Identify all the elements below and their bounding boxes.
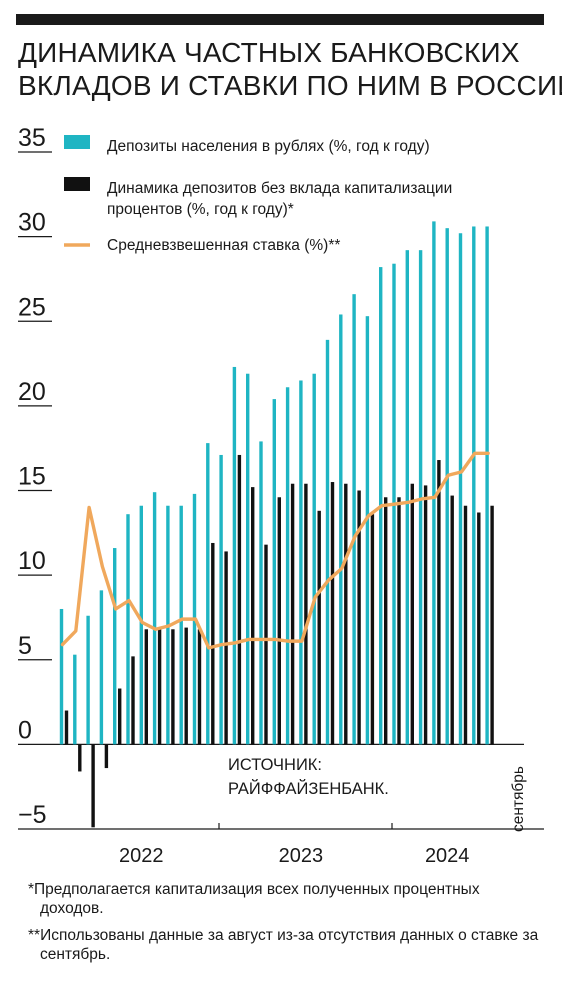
ex-cap-bar [197, 629, 202, 745]
deposit-bar [458, 233, 463, 745]
deposit-bar [285, 387, 290, 745]
footnote-2: **Использованы данные за август из-за от… [28, 927, 539, 963]
y-tick-label: −5 [18, 801, 47, 829]
deposit-bar [59, 608, 64, 745]
deposit-bar [152, 492, 157, 745]
last-month-label: сентябрь [510, 766, 527, 832]
deposit-bar [259, 441, 263, 745]
deposit-bar [485, 226, 489, 745]
ex-cap-bar [410, 483, 414, 745]
year-label: 2022 [119, 845, 164, 867]
y-tick-label: 5 [18, 632, 32, 660]
deposit-bar [472, 226, 476, 745]
deposit-bar [179, 505, 183, 745]
deposit-bar [99, 590, 104, 745]
ex-cap-bar [104, 744, 109, 769]
ex-cap-bar [211, 542, 215, 745]
deposit-bar [312, 373, 316, 745]
deposit-bar [418, 250, 423, 745]
deposit-bar [445, 228, 449, 745]
ex-cap-bar [131, 656, 135, 745]
footnote-1: *Предполагается капитализация всех получ… [28, 881, 480, 917]
ex-cap-bar [237, 454, 242, 745]
deposit-bar [405, 250, 409, 745]
chart-title: ДИНАМИКА ЧАСТНЫХ БАНКОВСКИХ ВКЛАДОВ И СТ… [18, 36, 562, 102]
ex-cap-bar [171, 629, 175, 745]
ex-cap-bar [91, 744, 95, 828]
ex-cap-bar [384, 497, 388, 745]
year-label: 2024 [425, 845, 470, 867]
ex-cap-bar [64, 710, 69, 745]
deposit-bar [206, 443, 210, 745]
ex-cap-bar [78, 744, 82, 772]
ex-cap-bar [450, 495, 454, 745]
ex-cap-bar [344, 483, 348, 745]
legend-swatch-ex-cap [64, 177, 90, 191]
deposit-bar [432, 221, 436, 745]
legend-label-rate: Средневзвешенная ставка (%)** [107, 237, 340, 254]
y-tick-label: 35 [18, 124, 46, 152]
ex-cap-bar [277, 497, 281, 745]
ex-cap-bar [477, 512, 481, 745]
deposit-bar [325, 339, 330, 745]
year-label: 2023 [279, 845, 324, 867]
top-rule [16, 14, 544, 25]
deposit-bar [232, 366, 237, 745]
chart-svg: 35 30 25 20 15 10 5 0 −5 Депозиты населения в руб… [18, 124, 544, 867]
ex-cap-bar [184, 627, 188, 745]
y-tick-label: 0 [18, 716, 32, 744]
y-tick-label: 15 [18, 463, 46, 491]
deposit-bar [365, 316, 370, 745]
y-tick-label: 30 [18, 209, 46, 237]
title-line-1: ДИНАМИКА ЧАСТНЫХ БАНКОВСКИХ [18, 37, 520, 68]
ex-cap-bar [304, 483, 308, 745]
ex-cap-bar [157, 629, 162, 745]
legend-label-ex-cap-2: процентов (%, год к году)* [107, 201, 294, 218]
ex-cap-bar [423, 485, 428, 745]
ex-cap-bar [118, 688, 122, 745]
ex-cap-bar [144, 629, 148, 745]
footnotes: *Предполагается капитализация всех получ… [22, 880, 542, 972]
ex-cap-bar [251, 487, 255, 745]
source-line-1: ИСТОЧНИК: [228, 756, 322, 774]
deposit-bar [126, 514, 130, 745]
y-tick-label: 25 [18, 293, 46, 321]
title-line-2: ВКЛАДОВ И СТАВКИ ПО НИМ В РОССИИ [18, 70, 562, 101]
deposit-bar [272, 399, 276, 745]
ex-cap-bar [330, 482, 335, 745]
legend-label-ex-cap-1: Динамика депозитов без вклада капитализа… [107, 180, 452, 197]
source-line-2: РАЙФФАЙЗЕНБАНК. [228, 779, 389, 798]
rate-line [60, 451, 490, 650]
ex-cap-bar [490, 505, 494, 745]
ex-cap-bar [290, 483, 295, 745]
ex-cap-bar [370, 514, 375, 745]
deposit-bar [73, 654, 77, 745]
deposit-bar [339, 314, 343, 745]
deposit-bar [246, 373, 250, 745]
deposit-bar [352, 294, 356, 745]
ex-cap-bar [437, 460, 441, 745]
deposit-bar [299, 380, 303, 745]
legend-swatch-deposits [64, 135, 90, 149]
y-tick-label: 20 [18, 378, 46, 406]
legend-label-deposits: Депозиты населения в рублях (%, год к го… [107, 138, 430, 155]
ex-cap-bar [463, 505, 468, 745]
ex-cap-bar [264, 544, 268, 745]
deposit-bar [139, 505, 143, 745]
ex-cap-bar [224, 551, 228, 745]
ex-cap-bar [397, 497, 401, 745]
ex-cap-bar [317, 510, 321, 745]
deposit-bar [113, 548, 117, 745]
y-tick-label: 10 [18, 547, 46, 575]
ex-cap-bar [357, 490, 361, 745]
deposit-bar [219, 454, 223, 745]
deposit-bar [86, 615, 90, 745]
